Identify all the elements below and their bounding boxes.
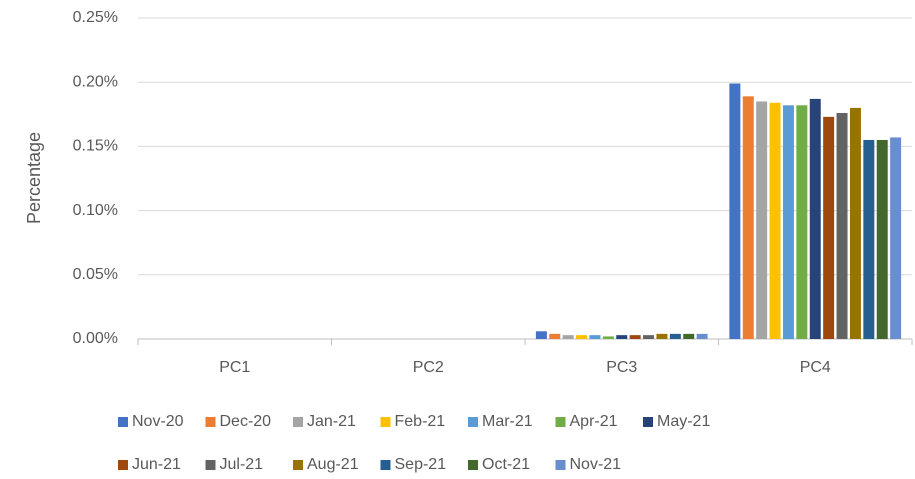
x-tick-label: PC4 bbox=[800, 359, 831, 376]
y-tick-label: 0.15% bbox=[73, 138, 118, 155]
bar bbox=[589, 335, 601, 339]
bar bbox=[876, 139, 888, 339]
bar bbox=[616, 335, 628, 339]
legend-swatch bbox=[643, 417, 653, 427]
bar bbox=[796, 105, 808, 339]
legend-swatch bbox=[468, 417, 478, 427]
legend-label: Mar-21 bbox=[482, 413, 533, 430]
x-tick-label: PC1 bbox=[219, 359, 250, 376]
y-tick-label: 0.25% bbox=[73, 9, 118, 26]
legend-swatch bbox=[205, 460, 216, 470]
x-tick-label: PC2 bbox=[413, 359, 444, 376]
bar bbox=[729, 83, 741, 339]
legend-label: Jul-21 bbox=[220, 456, 264, 473]
y-tick-label: 0.00% bbox=[73, 330, 118, 347]
bar bbox=[823, 116, 835, 339]
legend-swatch bbox=[293, 417, 303, 427]
bar bbox=[756, 101, 768, 340]
legend-swatch bbox=[555, 460, 566, 470]
legend-swatch bbox=[468, 460, 478, 470]
legend-label: Aug-21 bbox=[307, 456, 359, 473]
bar bbox=[809, 98, 821, 339]
legend-swatch bbox=[293, 460, 303, 470]
y-tick-label: 0.20% bbox=[73, 73, 118, 90]
bar bbox=[849, 107, 861, 339]
legend-swatch bbox=[118, 460, 128, 470]
bar bbox=[769, 102, 781, 339]
bar bbox=[742, 96, 754, 339]
bar bbox=[535, 331, 547, 339]
bar bbox=[863, 139, 875, 339]
legend-label: Oct-21 bbox=[482, 456, 530, 473]
y-tick-label: 0.05% bbox=[73, 266, 118, 283]
bar bbox=[656, 333, 668, 339]
bar bbox=[683, 333, 695, 339]
legend-swatch bbox=[380, 417, 391, 427]
legend-label: Dec-20 bbox=[220, 413, 272, 430]
legend-swatch bbox=[380, 460, 391, 470]
legend-swatch bbox=[205, 417, 216, 427]
legend-label: May-21 bbox=[657, 413, 710, 430]
bar bbox=[549, 333, 561, 339]
bar bbox=[782, 105, 794, 339]
legend-label: Jun-21 bbox=[132, 456, 181, 473]
bar bbox=[696, 333, 708, 339]
bar bbox=[643, 335, 655, 339]
legend-swatch bbox=[555, 417, 566, 427]
y-tick-label: 0.10% bbox=[73, 202, 118, 219]
legend-swatch bbox=[118, 417, 128, 427]
x-tick-label: PC3 bbox=[606, 359, 637, 376]
legend-label: Sep-21 bbox=[395, 456, 447, 473]
legend-label: Feb-21 bbox=[395, 413, 446, 430]
bar bbox=[890, 137, 902, 339]
bar bbox=[669, 333, 681, 339]
bar bbox=[836, 113, 848, 340]
bar bbox=[629, 335, 641, 339]
bar bbox=[562, 335, 574, 339]
legend-label: Nov-20 bbox=[132, 413, 184, 430]
legend-label: Apr-21 bbox=[570, 413, 618, 430]
bar bbox=[602, 336, 614, 339]
bar bbox=[576, 335, 588, 339]
legend-label: Jan-21 bbox=[307, 413, 356, 430]
y-axis-label: Percentage bbox=[24, 132, 44, 224]
legend-label: Nov-21 bbox=[570, 456, 622, 473]
